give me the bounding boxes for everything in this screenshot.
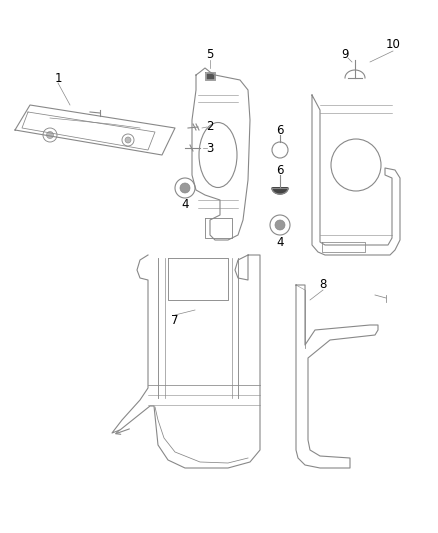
Circle shape	[125, 137, 131, 143]
Text: 4: 4	[276, 236, 284, 248]
Circle shape	[180, 183, 190, 193]
Text: 9: 9	[341, 49, 349, 61]
Text: 10: 10	[385, 38, 400, 52]
Text: 3: 3	[206, 141, 214, 155]
Polygon shape	[272, 188, 288, 194]
Text: 2: 2	[206, 120, 214, 133]
FancyBboxPatch shape	[206, 73, 214, 79]
Text: 5: 5	[206, 49, 214, 61]
Text: 6: 6	[276, 164, 284, 176]
Text: 8: 8	[319, 279, 327, 292]
Text: 6: 6	[276, 124, 284, 136]
Text: 7: 7	[171, 313, 179, 327]
Text: 4: 4	[181, 198, 189, 212]
Circle shape	[46, 132, 53, 139]
Text: 1: 1	[54, 71, 62, 85]
Circle shape	[275, 220, 285, 230]
